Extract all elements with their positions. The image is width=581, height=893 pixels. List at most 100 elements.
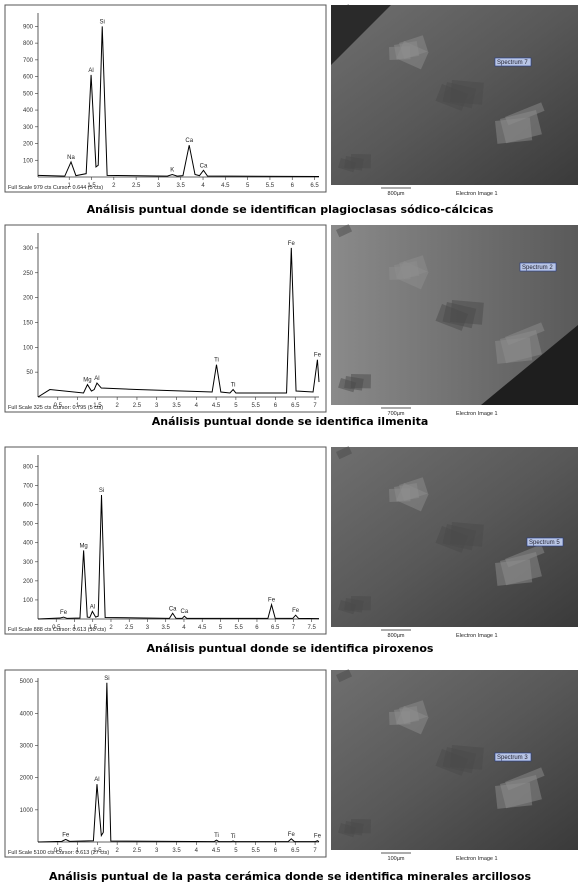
- x-tick-label: 3.5: [172, 848, 181, 854]
- x-tick-label: 5: [246, 183, 250, 189]
- x-tick-label: 3: [157, 183, 161, 189]
- peak-label: Ti: [214, 833, 219, 839]
- sem-grain: [505, 322, 545, 346]
- peak-label: Si: [99, 488, 104, 494]
- spectrum-line: [37, 495, 320, 620]
- spectrum-panel: 100 200 300 400 500 600 700 800 900 1 1.5 2 2.5 3 3.5 4…: [4, 4, 327, 193]
- sem-grain: [350, 819, 371, 834]
- spectrum-panel: 1000 2000 3000 4000 5000 0.5 1 1.5 2 2.5 3 3.5 4 4.5 5…: [4, 669, 327, 858]
- scale-footer: Full Scale 5100 cts Cursor: 0.613 (27 ct…: [8, 850, 109, 856]
- spectrum-label: Spectrum 3: [497, 755, 528, 761]
- spectrum-panel: 50 100 150 200 250 300 0.5 1 1.5 2 2.5 3 3.5 4 4.5 5 5.5…: [4, 224, 327, 413]
- y-tick-label: 2000: [20, 776, 34, 782]
- peak-label: Fe: [62, 832, 70, 838]
- peak-label: Si: [104, 676, 109, 682]
- x-tick-label: 4: [195, 848, 199, 854]
- y-tick-label: 500: [23, 522, 34, 528]
- x-tick-label: 1.5: [93, 403, 102, 409]
- caption: Análisis puntual donde se identifica pir…: [147, 642, 434, 655]
- peak-label: Al: [94, 777, 99, 783]
- x-tick-label: 0.5: [54, 848, 63, 854]
- sem-image: Spectrum 3 100µm Electron Image 1: [331, 669, 578, 862]
- peak-label: Ti: [214, 358, 219, 364]
- peak-label: Ca: [185, 138, 193, 144]
- peak-label: Fe: [314, 834, 322, 840]
- peak-label: Mg: [83, 378, 91, 384]
- y-tick-label: 100: [23, 598, 34, 604]
- x-tick-label: 1: [76, 848, 80, 854]
- spectrum-label: Spectrum 7: [497, 60, 528, 66]
- sem-corner: [331, 5, 391, 65]
- peak-label: Al: [94, 376, 99, 382]
- peak-label: Al: [90, 604, 95, 610]
- y-tick-label: 5000: [20, 679, 34, 685]
- y-tick-label: 50: [26, 370, 33, 376]
- chart-frame: [4, 4, 327, 193]
- spectrum-line: [37, 247, 320, 398]
- y-tick-label: 3000: [20, 744, 34, 750]
- y-tick-label: 800: [23, 41, 34, 47]
- peak-label: Fe: [292, 608, 300, 614]
- x-tick-label: 6.5: [291, 848, 300, 854]
- scale-footer: Full Scale 325 cts Cursor: 0.795 (5 cts): [8, 405, 103, 411]
- peak-label: Na: [67, 155, 75, 161]
- x-tick-label: 2.5: [133, 848, 142, 854]
- x-tick-label: 0.5: [54, 403, 63, 409]
- sem-grain: [350, 596, 371, 611]
- spectrum-marker: [526, 537, 564, 547]
- x-tick-label: 2: [112, 183, 116, 189]
- y-tick-label: 500: [23, 91, 34, 97]
- image-label: Electron Image 1: [456, 633, 498, 639]
- y-tick-label: 250: [23, 271, 34, 277]
- y-tick-label: 200: [23, 142, 34, 148]
- x-tick-label: 6: [291, 183, 295, 189]
- spectrum-marker: [519, 262, 557, 272]
- x-tick-label: 5.5: [235, 625, 244, 631]
- x-tick-label: 5.5: [252, 403, 261, 409]
- peak-label: Fe: [314, 353, 322, 359]
- sem-grain: [505, 102, 545, 126]
- y-tick-label: 700: [23, 58, 34, 64]
- sem-grain: [450, 745, 484, 770]
- x-tick-label: 6: [274, 403, 278, 409]
- scale-label: 700µm: [388, 411, 405, 417]
- y-tick-label: 400: [23, 541, 34, 547]
- scale-footer: Full Scale 979 cts Cursor: 0.644 (5 cts): [8, 185, 103, 191]
- x-tick-label: 5: [219, 625, 223, 631]
- spectrum-marker: [494, 57, 532, 67]
- x-tick-label: 2.5: [132, 183, 141, 189]
- x-tick-label: 6.5: [291, 403, 300, 409]
- y-tick-label: 200: [23, 296, 34, 302]
- x-tick-label: 4.5: [212, 403, 221, 409]
- chart-frame: [4, 669, 327, 858]
- peak-label: K: [170, 167, 174, 173]
- x-tick-label: 4: [195, 403, 199, 409]
- x-tick-label: 7: [313, 403, 317, 409]
- x-tick-label: 1: [76, 403, 80, 409]
- sem-image: Spectrum 7 800µm Electron Image 1: [331, 4, 578, 197]
- scale-label: 800µm: [388, 191, 405, 197]
- chart-frame: [4, 224, 327, 413]
- peak-label: Ca: [200, 163, 208, 169]
- sem-corner: [481, 325, 578, 405]
- peak-label: Al: [88, 68, 93, 74]
- x-tick-label: 3: [146, 625, 150, 631]
- sem-grain: [450, 522, 484, 547]
- y-tick-label: 100: [23, 345, 34, 351]
- x-tick-label: 7: [292, 625, 296, 631]
- x-tick-label: 1.5: [93, 848, 102, 854]
- sem-grain: [505, 767, 545, 791]
- x-tick-label: 4.5: [212, 848, 221, 854]
- peak-label: Ti: [231, 383, 236, 389]
- spectrum-line: [37, 682, 320, 843]
- x-tick-label: 7: [313, 848, 317, 854]
- sem-grain: [396, 41, 429, 70]
- x-tick-label: 4.5: [198, 625, 207, 631]
- y-tick-label: 4000: [20, 711, 34, 717]
- x-tick-label: 5.5: [266, 183, 275, 189]
- x-tick-label: 3: [155, 848, 159, 854]
- sem-grain: [396, 261, 429, 290]
- y-tick-label: 600: [23, 75, 34, 81]
- sem-image: Spectrum 5 800µm Electron Image 1: [331, 446, 578, 639]
